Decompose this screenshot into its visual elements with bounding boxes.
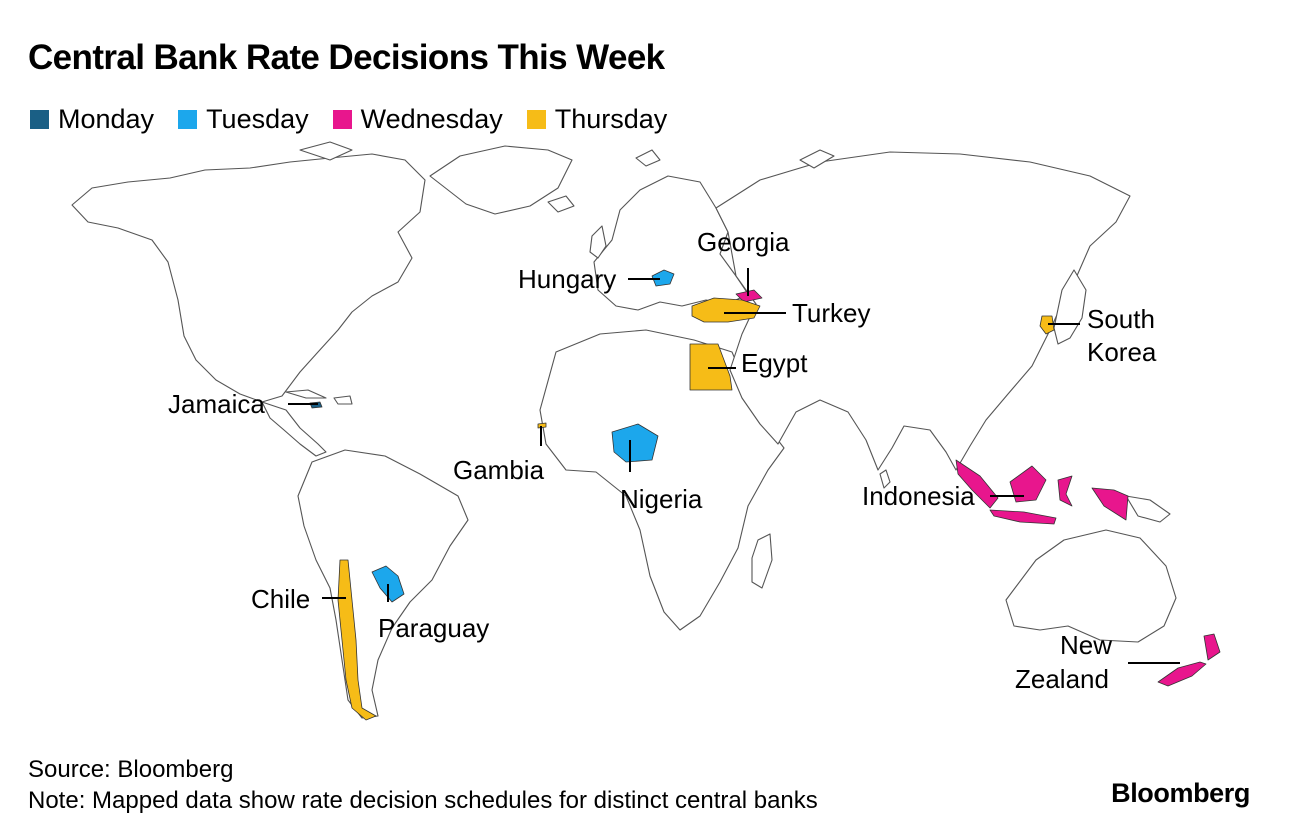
indonesia-borneo-shape (1009, 465, 1047, 503)
footnote: Note: Mapped data show rate decision sch… (28, 787, 818, 814)
indonesia-sulawesi-shape (1057, 475, 1073, 507)
british-isles-landmass (589, 225, 607, 259)
central-america-landmass (261, 401, 327, 457)
north-america-landmass (71, 153, 426, 403)
legend-swatch-tuesday (178, 110, 198, 129)
indonesia-sumatra-shape (955, 459, 999, 509)
legend-item-thursday: Thursday (526, 104, 668, 135)
legend-label-wednesday: Wednesday (360, 104, 503, 134)
legend-item-wednesday: Wednesday (332, 104, 503, 135)
hispaniola-landmass (333, 395, 353, 405)
chart-title: Central Bank Rate Decisions This Week (28, 38, 665, 77)
legend: Monday Tuesday Wednesday Thursday (30, 104, 691, 135)
label-south-korea-line2: Korea (1087, 337, 1157, 367)
label-indonesia: Indonesia (862, 481, 975, 511)
legend-swatch-thursday (526, 110, 546, 129)
label-new-zealand-line1: New (1060, 630, 1112, 660)
novaya-zemlya-landmass (799, 149, 835, 169)
indonesia-papua-shape (1091, 487, 1129, 521)
bloomberg-logo: Bloomberg (1111, 778, 1250, 808)
turkey-shape (691, 297, 761, 323)
greenland-landmass (429, 145, 573, 215)
chile-shape (337, 559, 377, 721)
arctic-islands-landmass (299, 141, 353, 161)
legend-item-monday: Monday (30, 104, 154, 135)
legend-item-tuesday: Tuesday (178, 104, 309, 135)
label-south-korea-line1: South (1087, 304, 1155, 334)
asia-landmass (715, 151, 1131, 471)
legend-label-tuesday: Tuesday (206, 104, 309, 134)
cuba-landmass (285, 389, 327, 399)
label-georgia: Georgia (697, 227, 790, 257)
label-gambia: Gambia (453, 455, 545, 485)
japan-landmass (1053, 269, 1087, 345)
europe-landmass (593, 175, 749, 311)
svalbard-landmass (635, 149, 661, 167)
country-labels: Jamaica Hungary Georgia Turkey Egypt Sou… (168, 227, 1157, 694)
label-jamaica: Jamaica (168, 389, 265, 419)
label-egypt: Egypt (741, 348, 808, 378)
nigeria-shape (611, 423, 659, 463)
hungary-shape (651, 269, 675, 287)
highlighted-countries (309, 269, 1221, 721)
leader-lines (288, 268, 1180, 664)
madagascar-landmass (751, 533, 773, 589)
label-paraguay: Paraguay (378, 613, 489, 643)
source-note: Source: Bloomberg (28, 756, 234, 783)
sri-lanka-landmass (879, 469, 891, 489)
legend-label-monday: Monday (58, 104, 155, 134)
label-hungary: Hungary (518, 264, 616, 294)
legend-label-thursday: Thursday (554, 104, 668, 134)
label-turkey: Turkey (792, 298, 871, 328)
indonesia-java-shape (989, 509, 1057, 525)
legend-swatch-monday (30, 110, 49, 129)
label-chile: Chile (251, 584, 310, 614)
land-outlines (71, 141, 1177, 719)
papua-new-guinea-landmass (1125, 495, 1171, 523)
new-zealand-north-shape (1203, 633, 1221, 661)
label-nigeria: Nigeria (620, 484, 703, 514)
australia-landmass (1005, 529, 1177, 643)
iceland-landmass (547, 195, 575, 213)
label-new-zealand-line2: Zealand (1015, 664, 1109, 694)
new-zealand-south-shape (1157, 661, 1207, 687)
legend-swatch-wednesday (332, 110, 352, 129)
south-korea-shape (1039, 315, 1055, 335)
